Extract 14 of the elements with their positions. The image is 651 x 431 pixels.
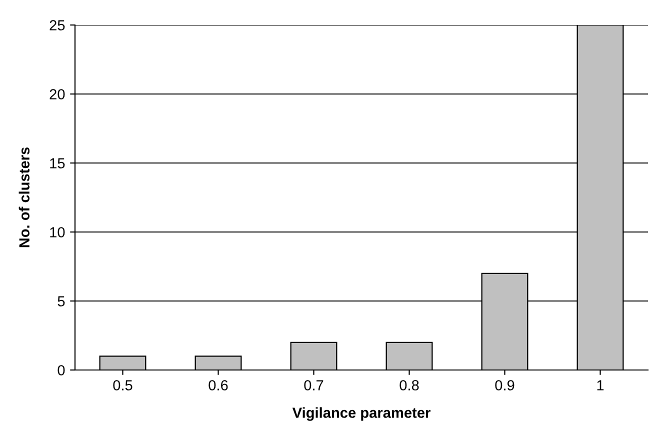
- x-tick-label: 0.5: [113, 380, 132, 390]
- x-axis-title: Vigilance parameter: [292, 407, 430, 421]
- y-tick-label: 15: [50, 158, 65, 168]
- y-tick-label: 0: [58, 365, 65, 376]
- y-axis-title: No. of clusters: [18, 147, 30, 248]
- x-tick-label: 0.7: [304, 380, 324, 390]
- x-tick-label: 0.6: [208, 380, 228, 390]
- x-tick-label: 1: [597, 380, 604, 390]
- y-tick-label: 10: [50, 227, 65, 238]
- y-tick-label: 25: [50, 20, 65, 30]
- y-tick-label: 5: [58, 296, 65, 306]
- x-tick-label: 0.9: [495, 380, 514, 390]
- x-tick-label: 0.8: [400, 380, 419, 390]
- y-tick-label: 20: [50, 89, 65, 100]
